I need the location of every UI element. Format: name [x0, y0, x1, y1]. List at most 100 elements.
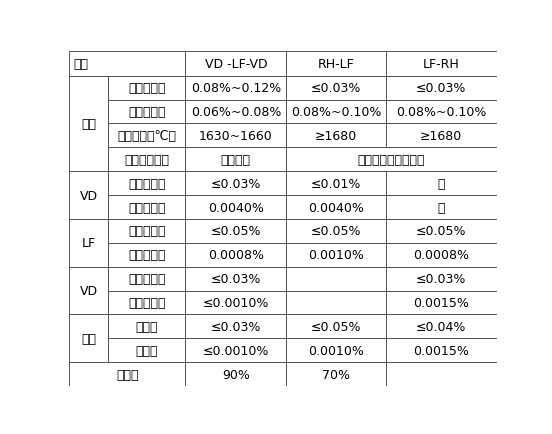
Bar: [185, 148, 286, 172]
Text: 0.06%~0.08%: 0.06%~0.08%: [190, 106, 281, 119]
Bar: [385, 243, 497, 267]
Text: 出站碳含量: 出站碳含量: [128, 225, 166, 238]
Bar: [385, 124, 497, 148]
Bar: [286, 52, 385, 76]
Bar: [385, 100, 497, 124]
Text: 0.0010%: 0.0010%: [308, 249, 364, 262]
Bar: [69, 76, 108, 172]
Bar: [108, 291, 185, 315]
Text: ≤0.05%: ≤0.05%: [211, 225, 261, 238]
Text: LF-RH: LF-RH: [423, 58, 460, 71]
Bar: [108, 148, 185, 172]
Text: 终点: 终点: [81, 332, 96, 345]
Text: 碳含量: 碳含量: [136, 320, 158, 333]
Text: ≤0.03%: ≤0.03%: [416, 82, 466, 95]
Text: VD: VD: [79, 189, 98, 202]
Bar: [108, 315, 185, 339]
Text: ≤0.05%: ≤0.05%: [311, 320, 361, 333]
Text: 出钓温度（℃）: 出钓温度（℃）: [118, 130, 176, 142]
Text: 0.08%~0.10%: 0.08%~0.10%: [396, 106, 486, 119]
Text: 出钓氧含量: 出钓氧含量: [128, 106, 166, 119]
Bar: [108, 339, 185, 362]
Text: VD: VD: [79, 284, 98, 297]
Bar: [286, 100, 385, 124]
Text: 硫含量: 硫含量: [136, 344, 158, 357]
Bar: [185, 220, 286, 243]
Text: 工艺: 工艺: [73, 58, 88, 71]
Text: 出站硫含量: 出站硫含量: [128, 201, 166, 214]
Text: 0.08%~0.12%: 0.08%~0.12%: [191, 82, 281, 95]
Text: －: －: [437, 177, 445, 190]
Text: 90%: 90%: [222, 368, 250, 381]
Text: ≤0.03%: ≤0.03%: [211, 273, 261, 286]
Bar: [108, 100, 185, 124]
Bar: [385, 172, 497, 196]
Bar: [108, 220, 185, 243]
Text: 出站硫含量: 出站硫含量: [128, 296, 166, 309]
Text: 0.0040%: 0.0040%: [208, 201, 264, 214]
Bar: [108, 196, 185, 220]
Text: 70%: 70%: [322, 368, 350, 381]
Bar: [385, 267, 497, 291]
Bar: [69, 362, 185, 386]
Bar: [286, 76, 385, 100]
Text: 0.0015%: 0.0015%: [413, 344, 469, 357]
Bar: [286, 315, 385, 339]
Text: 0.0010%: 0.0010%: [308, 344, 364, 357]
Text: ≤0.05%: ≤0.05%: [416, 225, 466, 238]
Text: 出站硫含量: 出站硫含量: [128, 249, 166, 262]
Bar: [185, 52, 286, 76]
Text: 0.0008%: 0.0008%: [208, 249, 264, 262]
Bar: [69, 52, 185, 76]
Bar: [108, 172, 185, 196]
Bar: [385, 339, 497, 362]
Text: LF: LF: [82, 237, 95, 250]
Text: 出站碳含量: 出站碳含量: [128, 177, 166, 190]
Bar: [286, 291, 385, 315]
Bar: [185, 339, 286, 362]
Text: 0.0008%: 0.0008%: [413, 249, 469, 262]
Text: VD -LF-VD: VD -LF-VD: [205, 58, 267, 71]
Text: 出站碳含量: 出站碳含量: [128, 273, 166, 286]
Text: 0.08%~0.10%: 0.08%~0.10%: [291, 106, 381, 119]
Bar: [69, 172, 108, 220]
Text: 0.0015%: 0.0015%: [413, 296, 469, 309]
Bar: [185, 291, 286, 315]
Bar: [286, 220, 385, 243]
Bar: [286, 124, 385, 148]
Text: ≤0.0010%: ≤0.0010%: [203, 344, 269, 357]
Text: ≤0.03%: ≤0.03%: [311, 82, 361, 95]
Bar: [69, 220, 108, 267]
Bar: [69, 267, 108, 315]
Text: ≤0.0010%: ≤0.0010%: [203, 296, 269, 309]
Text: 合格率: 合格率: [116, 368, 139, 381]
Bar: [286, 196, 385, 220]
Bar: [185, 243, 286, 267]
Bar: [385, 76, 497, 100]
Bar: [286, 267, 385, 291]
Bar: [286, 243, 385, 267]
Bar: [185, 267, 286, 291]
Text: 1630~1660: 1630~1660: [199, 130, 273, 142]
Text: ≥1680: ≥1680: [315, 130, 357, 142]
Bar: [108, 267, 185, 291]
Bar: [286, 362, 385, 386]
Text: ≤0.03%: ≤0.03%: [211, 177, 261, 190]
Bar: [385, 220, 497, 243]
Bar: [185, 172, 286, 196]
Bar: [385, 291, 497, 315]
Bar: [108, 124, 185, 148]
Text: ≤0.04%: ≤0.04%: [416, 320, 466, 333]
Text: ≤0.01%: ≤0.01%: [311, 177, 361, 190]
Text: RH-LF: RH-LF: [317, 58, 354, 71]
Bar: [385, 196, 497, 220]
Text: ≤0.03%: ≤0.03%: [211, 320, 261, 333]
Bar: [185, 362, 286, 386]
Bar: [185, 76, 286, 100]
Bar: [185, 315, 286, 339]
Bar: [185, 196, 286, 220]
Bar: [385, 52, 497, 76]
Text: 出钓碳含量: 出钓碳含量: [128, 82, 166, 95]
Bar: [108, 76, 185, 100]
Bar: [286, 148, 497, 172]
